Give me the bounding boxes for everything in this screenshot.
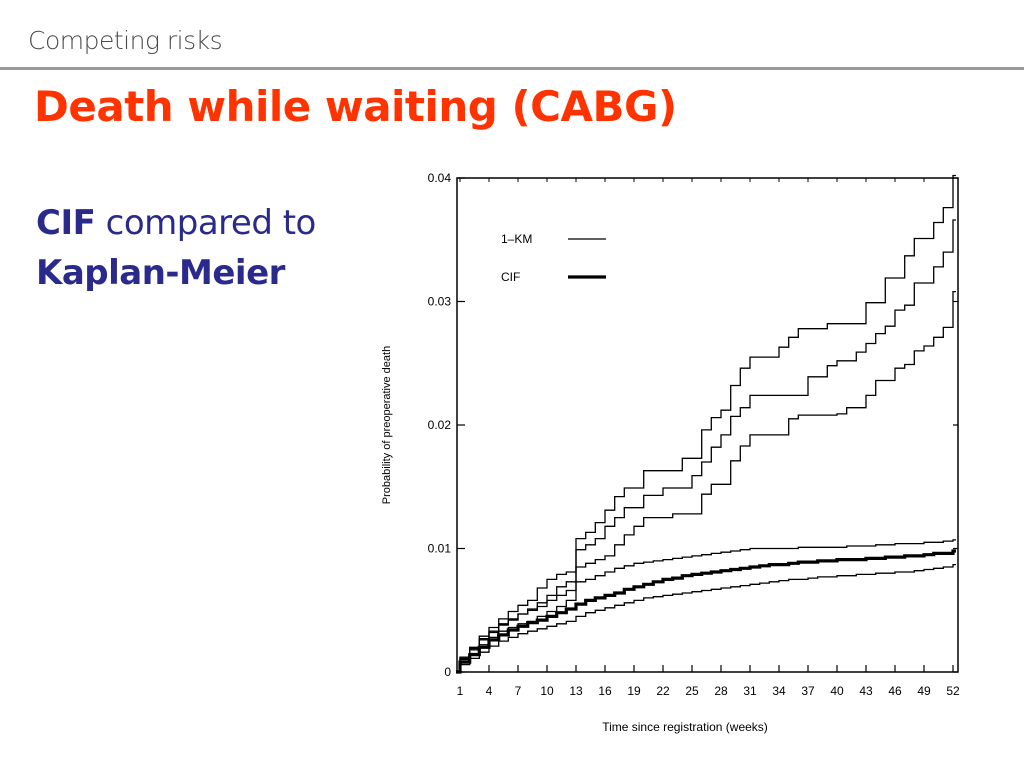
x-tick-label: 10 [540,684,554,698]
y-tick-label: 0.04 [428,171,452,185]
plot-frame [456,177,959,673]
slide-topic: Competing risks [28,26,223,55]
thin-line-3 [456,539,956,673]
slide-title: Death while waiting (CABG) [34,82,677,131]
legend: 1–KM CIF [501,232,606,284]
y-tick-label: 0.01 [428,542,452,556]
legend-label-km: 1–KM [501,232,532,246]
series-layer [456,174,956,674]
x-tick-label: 43 [859,684,873,698]
x-tick-label: 19 [627,684,641,698]
x-tick-label: 49 [917,684,931,698]
compared-to-text: compared to [95,203,317,243]
x-tick-label: 34 [772,684,786,698]
y-tick-label: 0.02 [428,418,452,432]
x-axis-ticks: 1 4 7 10 13 16 19 22 25 28 31 34 37 40 43 46 49 52 [457,178,960,698]
x-tick-label: 22 [656,684,670,698]
y-tick-label: 0.03 [428,295,452,309]
x-tick-label: 46 [888,684,902,698]
plot-area [456,177,959,673]
x-tick-label: 7 [515,684,522,698]
thin-line-5 [456,563,956,673]
x-tick-label: 16 [598,684,612,698]
header-divider [0,67,1024,70]
slide-body-text: CIF compared to Kaplan-Meier [36,198,316,298]
y-axis-label: Probability of preoperative death [381,346,393,504]
cif-line-4 [456,549,956,674]
x-tick-label: 31 [743,684,757,698]
thin-line-0 [456,174,956,673]
cumulative-incidence-chart: 0 0.01 0.02 0.03 0.04 1 4 7 10 13 16 19 22 25 28 31 34 3… [381,171,960,734]
y-axis-ticks: 0 0.01 0.02 0.03 0.04 [428,171,958,679]
legend-label-cif: CIF [501,270,520,284]
x-tick-label: 25 [685,684,699,698]
x-tick-label: 4 [486,684,493,698]
x-tick-label: 37 [801,684,815,698]
x-axis-label: Time since registration (weeks) [602,720,768,734]
cif-term: CIF [36,203,96,243]
kaplan-meier-term: Kaplan-Meier [36,253,285,293]
thin-line-2 [456,290,956,673]
x-tick-label: 40 [830,684,844,698]
x-tick-label: 13 [569,684,583,698]
y-tick-label: 0 [444,665,451,679]
x-tick-label: 1 [457,684,464,698]
thin-line-1 [456,219,956,673]
x-tick-label: 28 [714,684,728,698]
x-tick-label: 52 [946,684,960,698]
